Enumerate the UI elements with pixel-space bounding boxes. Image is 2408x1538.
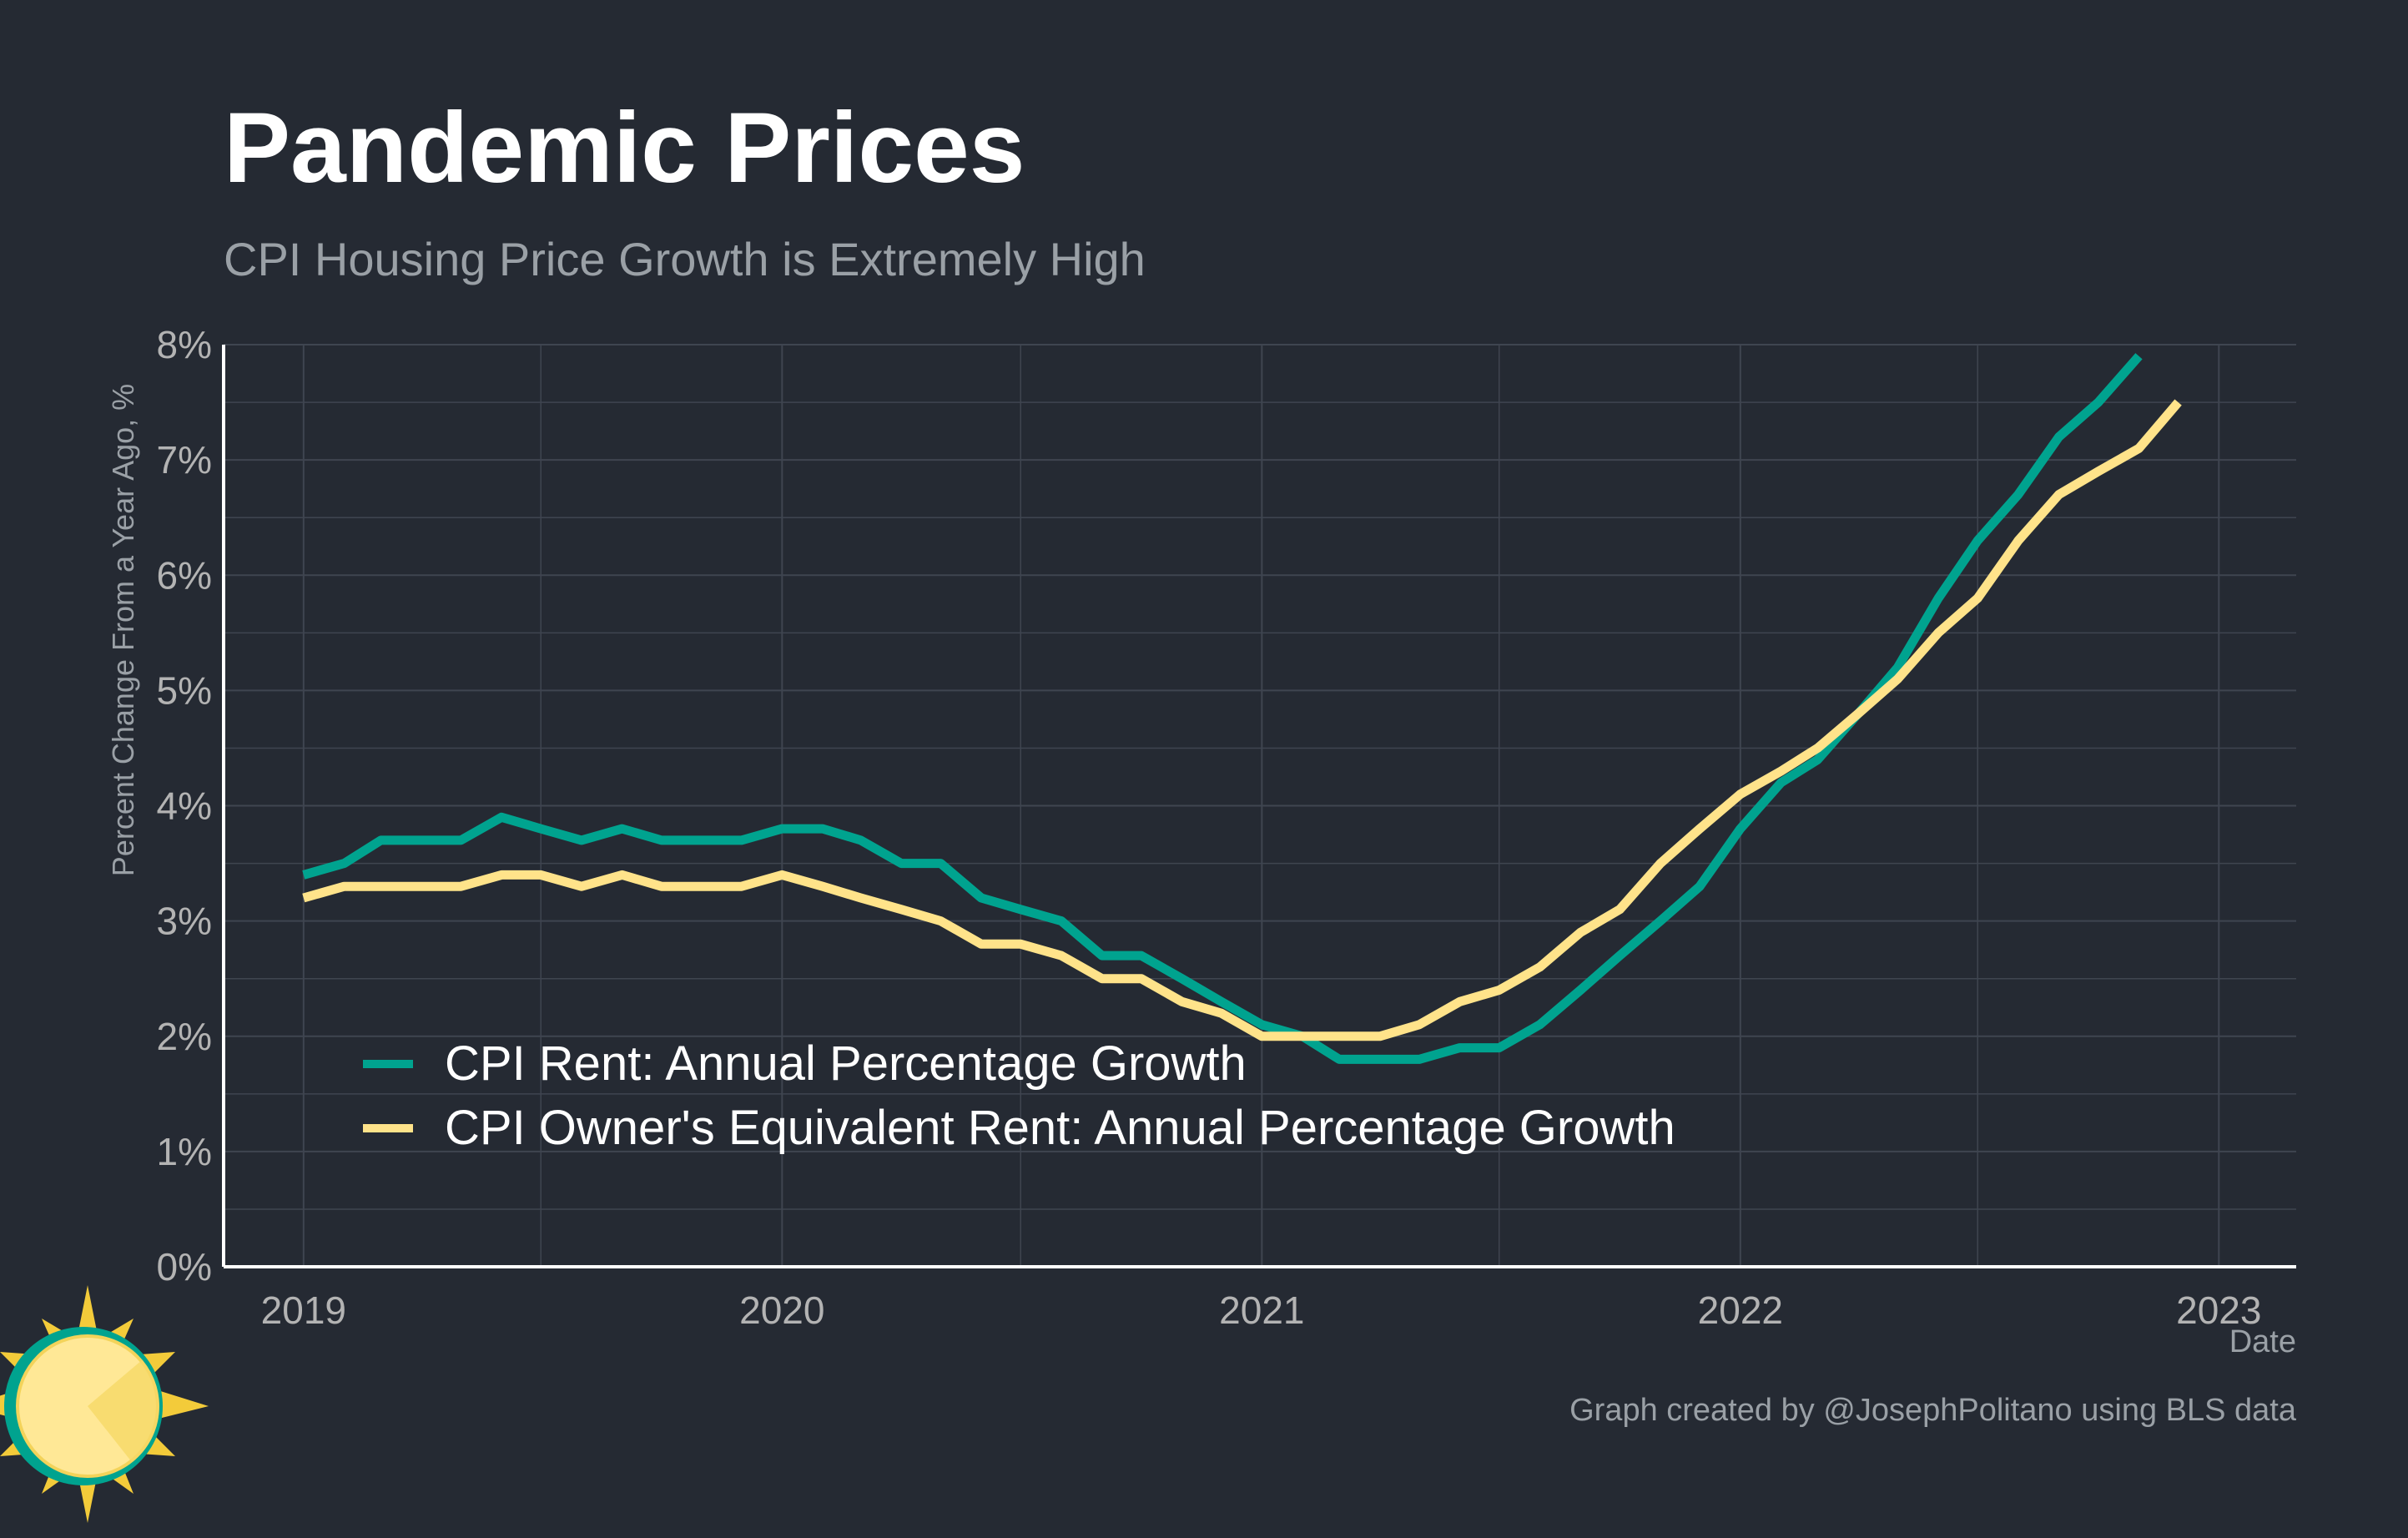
y-tick-label: 2% [157, 1015, 212, 1058]
x-tick-label: 2020 [739, 1288, 824, 1332]
y-axis-title: Percent Change From a Year Ago, % [106, 384, 140, 876]
plot-area [302, 353, 2182, 1064]
x-tick-label: 2023 [2176, 1288, 2261, 1332]
y-tick-label: 1% [157, 1130, 212, 1173]
x-tick-label: 2019 [261, 1288, 346, 1332]
axes: 0% 1% 2% 3% 4% 5% 6% 7% 8% 2019 2020 2021 2022 2023 [157, 323, 2296, 1332]
series-line-oer [302, 399, 2182, 1041]
x-axis-title: Date [2229, 1324, 2296, 1359]
y-tick-label: 3% [157, 900, 212, 943]
series-line-rent [302, 353, 2143, 1064]
y-tick-label: 7% [157, 438, 212, 482]
chart-subtitle: CPI Housing Price Growth is Extremely Hi… [224, 233, 1146, 285]
y-tick-label: 4% [157, 784, 212, 828]
chart-title: Pandemic Prices [224, 92, 1025, 204]
sun-shade [88, 1360, 159, 1462]
x-tick-label: 2021 [1219, 1288, 1304, 1332]
legend: CPI Rent: Annual Percentage Growth CPI O… [363, 1036, 1675, 1155]
source-caption: Graph created by @JosephPolitano using B… [1569, 1393, 2297, 1428]
y-tick-label: 6% [157, 553, 212, 597]
y-tick-label: 5% [157, 668, 212, 712]
legend-label-oer: CPI Owner's Equivalent Rent: Annual Perc… [445, 1101, 1675, 1155]
x-tick-label: 2022 [1698, 1288, 1783, 1332]
grid-lines [224, 344, 2296, 1268]
sun-logo-icon [0, 1285, 209, 1523]
y-tick-label: 0% [157, 1245, 212, 1288]
y-tick-label: 8% [157, 323, 212, 366]
legend-label-rent: CPI Rent: Annual Percentage Growth [445, 1036, 1247, 1091]
